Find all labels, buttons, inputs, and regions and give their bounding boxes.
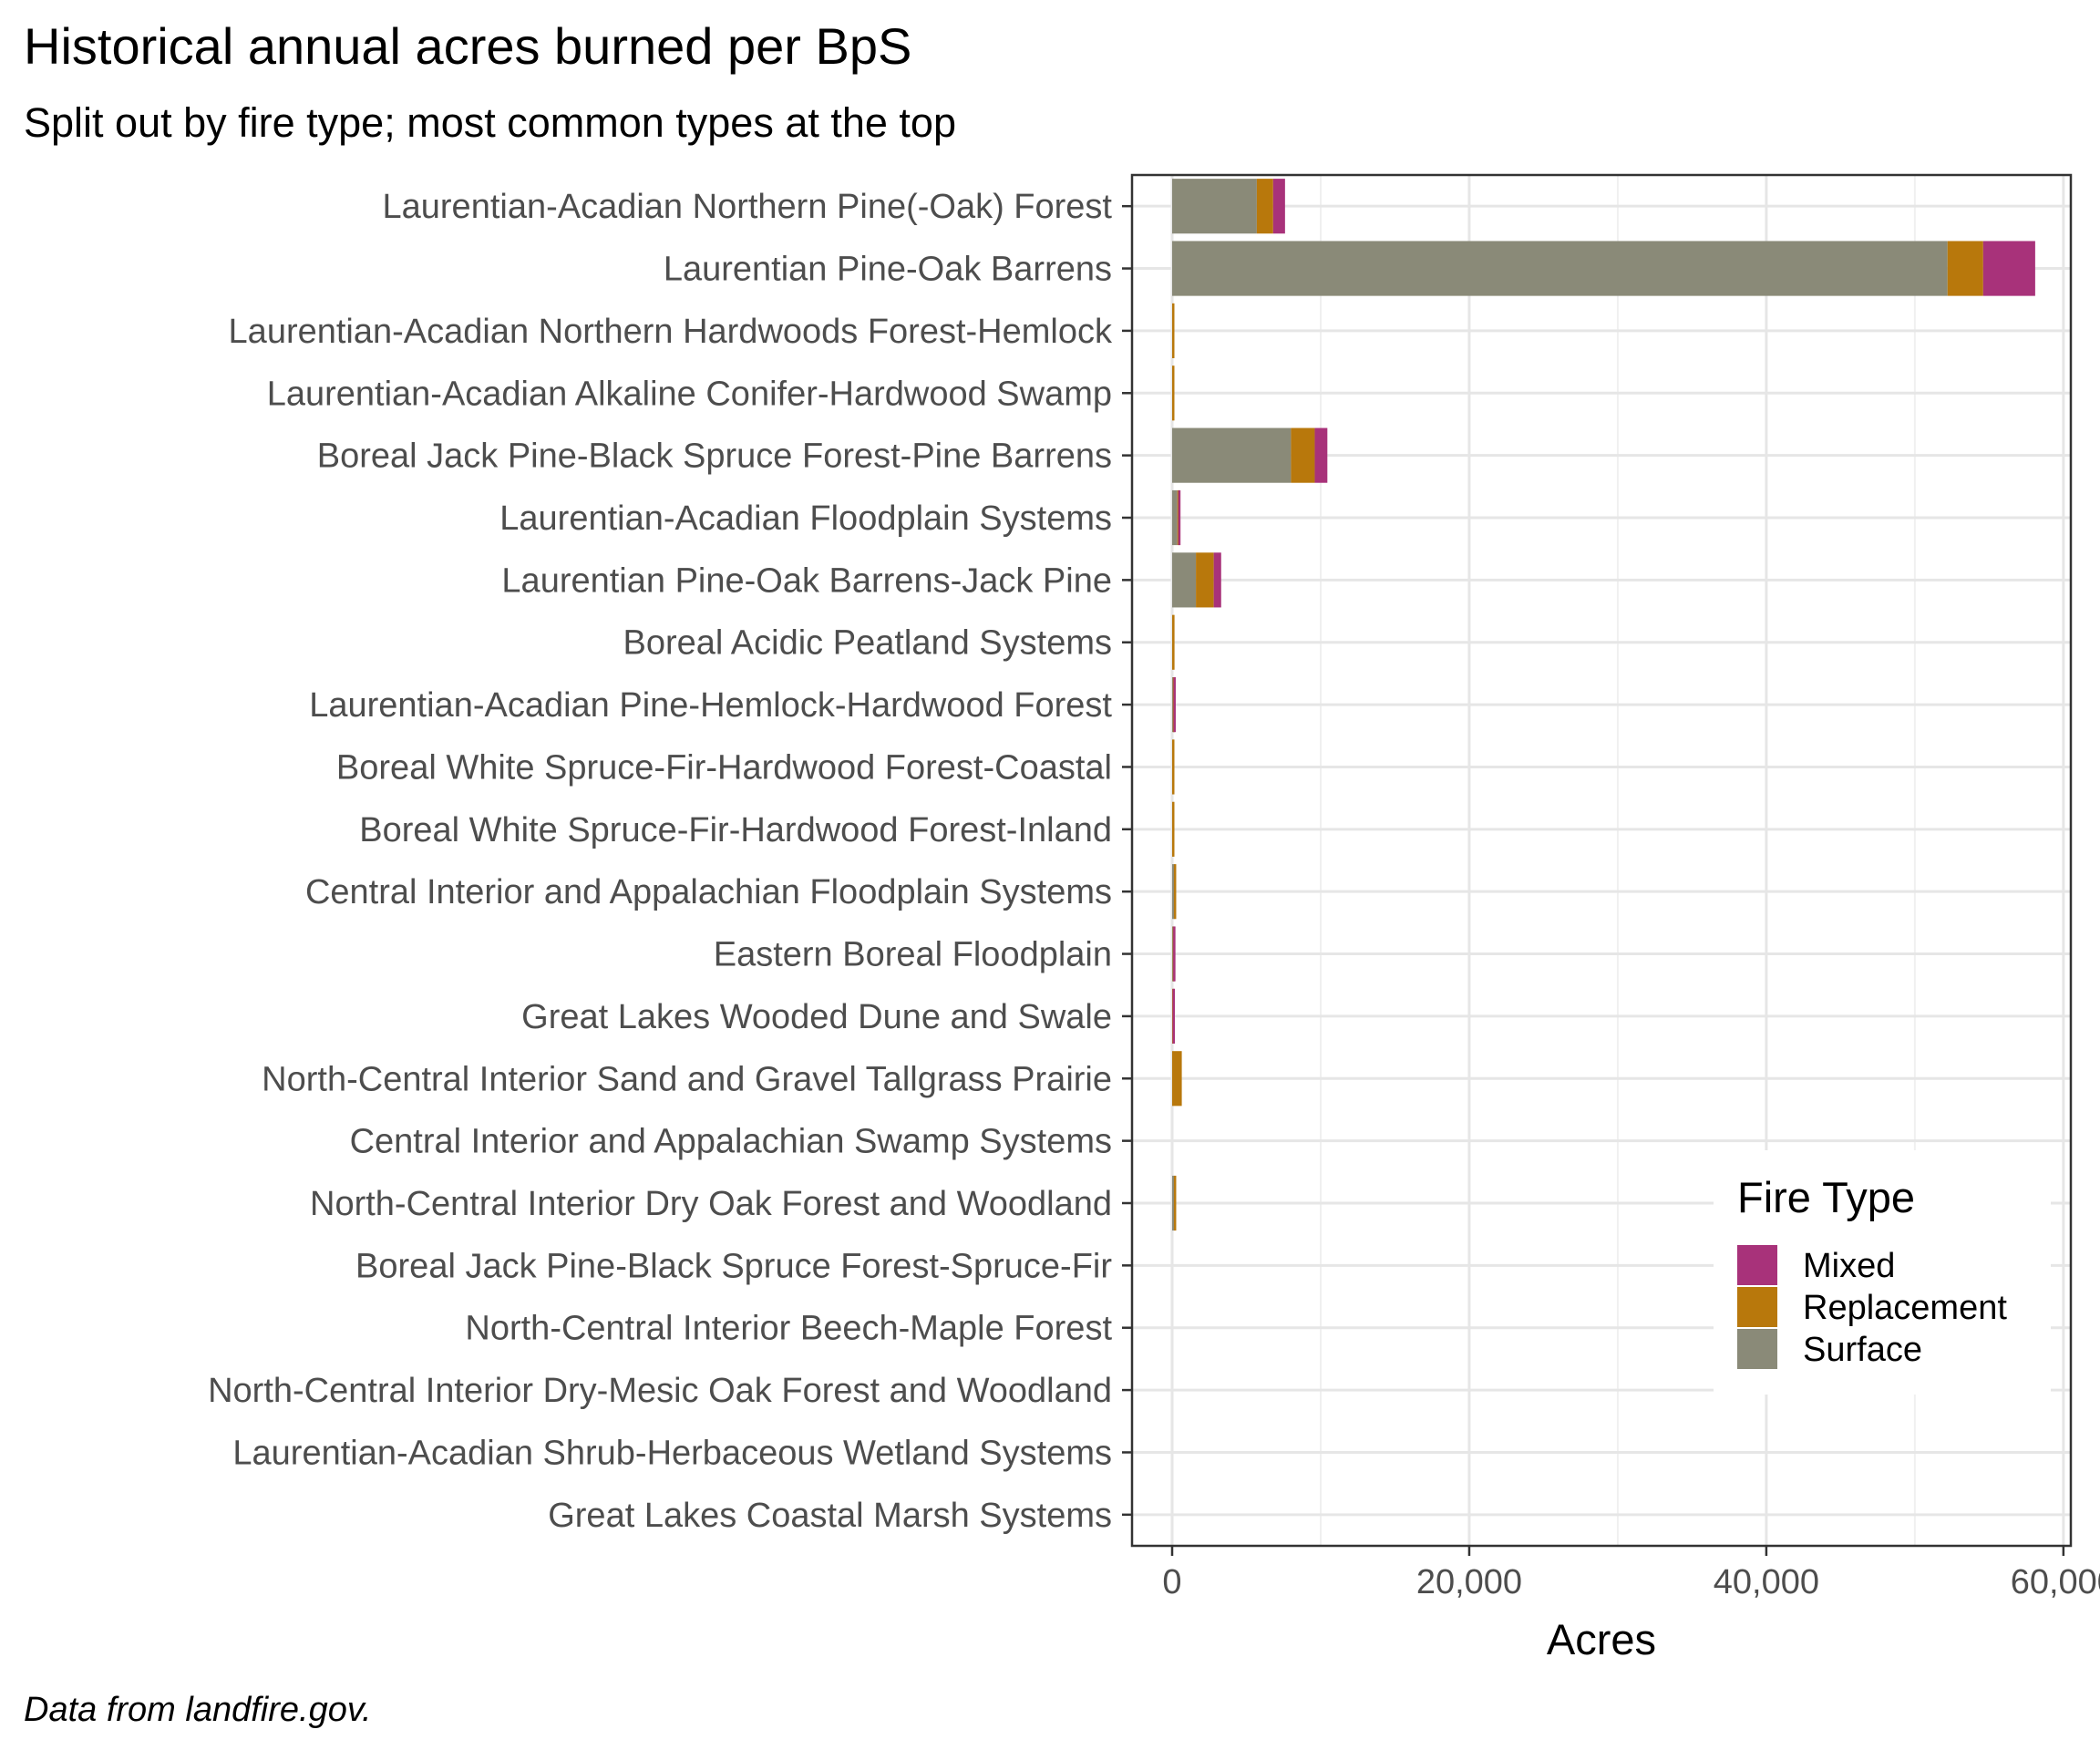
y-tick-label: North-Central Interior Sand and Gravel T… [262,1060,1112,1098]
bar-replacement [1172,1051,1182,1107]
legend-label-mixed: Mixed [1803,1247,1895,1285]
x-axis: 0 20,000 40,000 60,000 [1162,1546,2100,1601]
y-tick-label: Laurentian-Acadian Alkaline Conifer-Hard… [267,375,1112,413]
bar-surface [1172,241,1948,296]
chart-caption: Data from landfire.gov. [24,1691,372,1729]
legend-label-replacement: Replacement [1803,1289,2007,1327]
x-tick-label: 20,000 [1416,1563,1522,1601]
y-tick-label: Great Lakes Wooded Dune and Swale [521,998,1112,1036]
bar-replacement [1172,801,1175,857]
y-tick-label: Laurentian-Acadian Floodplain Systems [499,499,1112,538]
y-tick-label: Laurentian Pine-Oak Barrens [664,251,1112,289]
bar-surface [1172,427,1292,483]
y-tick-label: Boreal Acidic Peatland Systems [623,624,1113,663]
bar-mixed [1272,179,1285,234]
bar-mixed [1178,489,1181,546]
x-axis-label: Acres [1547,1615,1656,1663]
bar-replacement [1256,179,1273,234]
bar-mixed [1172,988,1175,1044]
bar-mixed [1213,552,1221,608]
legend: Fire Type Mixed Replacement Surface [1714,1150,2051,1395]
bar-surface [1172,1175,1175,1231]
y-tick-label: Central Interior and Appalachian Swamp S… [350,1123,1112,1161]
y-tick-label: Laurentian-Acadian Shrub-Herbaceous Wetl… [232,1434,1112,1472]
x-tick-label: 60,000 [2011,1563,2100,1601]
y-tick-label: North-Central Interior Beech-Maple Fores… [465,1310,1112,1348]
y-tick-label: Laurentian-Acadian Northern Pine(-Oak) F… [383,188,1113,226]
plot-border [1130,173,2073,1548]
bar-replacement [1172,303,1175,358]
bar-replacement [1172,614,1175,670]
bar-layer [1172,179,2035,1231]
legend-title: Fire Type [1737,1173,1915,1221]
bar-replacement [1291,427,1315,483]
chart-subtitle: Split out by fire type; most common type… [24,99,956,146]
bar-surface [1172,552,1197,608]
plot-panel: Fire Type Mixed Replacement Surface [1130,173,2073,1548]
y-tick-label: North-Central Interior Dry-Mesic Oak For… [208,1372,1112,1410]
bar-replacement [1172,739,1175,795]
legend-key-mixed [1737,1245,1777,1285]
bar-replacement [1173,864,1177,920]
y-tick-label: Boreal Jack Pine-Black Spruce Forest-Spr… [355,1247,1112,1285]
y-tick-label: Great Lakes Coastal Marsh Systems [548,1497,1112,1535]
bar-surface [1172,864,1175,920]
y-tick-label: Laurentian-Acadian Pine-Hemlock-Hardwood… [309,686,1112,725]
y-tick-label: Eastern Boreal Floodplain [714,936,1112,974]
bar-replacement [1173,1175,1177,1231]
y-tick-label: Boreal Jack Pine-Black Spruce Forest-Pin… [317,438,1112,476]
y-tick-label: Laurentian-Acadian Northern Hardwoods Fo… [229,313,1113,351]
legend-key-surface [1737,1329,1777,1369]
bar-mixed [1314,427,1328,483]
y-tick-label: Boreal White Spruce-Fir-Hardwood Forest-… [336,748,1112,787]
y-tick-label: North-Central Interior Dry Oak Forest an… [310,1185,1112,1223]
legend-label-surface: Surface [1803,1331,1922,1369]
bar-mixed [1982,241,2035,296]
y-axis: Laurentian-Acadian Northern Pine(-Oak) F… [208,188,1132,1535]
chart-title: Historical annual acres burned per BpS [24,17,911,75]
bar-mixed [1173,677,1176,733]
bar-mixed [1173,926,1176,982]
x-tick-label: 40,000 [1714,1563,1819,1601]
y-tick-label: Boreal White Spruce-Fir-Hardwood Forest-… [359,811,1112,849]
legend-items: Mixed Replacement Surface [1737,1245,2007,1369]
bar-surface [1172,179,1257,234]
bar-surface [1172,489,1178,546]
bar-replacement [1196,552,1214,608]
y-tick-label: Laurentian Pine-Oak Barrens-Jack Pine [501,561,1112,600]
legend-key-replacement [1737,1287,1777,1327]
x-tick-label: 0 [1162,1563,1181,1601]
bar-replacement [1172,365,1175,421]
bar-replacement [1947,241,1983,296]
y-tick-label: Central Interior and Appalachian Floodpl… [305,873,1112,911]
